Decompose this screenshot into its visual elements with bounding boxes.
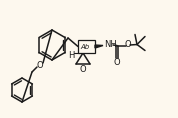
Text: H: H [68,51,74,59]
Bar [78,40,95,53]
Text: O: O [80,65,86,74]
Text: NH: NH [104,40,117,49]
Text: O: O [114,58,120,67]
Text: O: O [125,40,131,49]
Text: O: O [37,61,43,70]
Polygon shape [95,45,103,48]
Text: Ab: Ab [81,44,90,50]
